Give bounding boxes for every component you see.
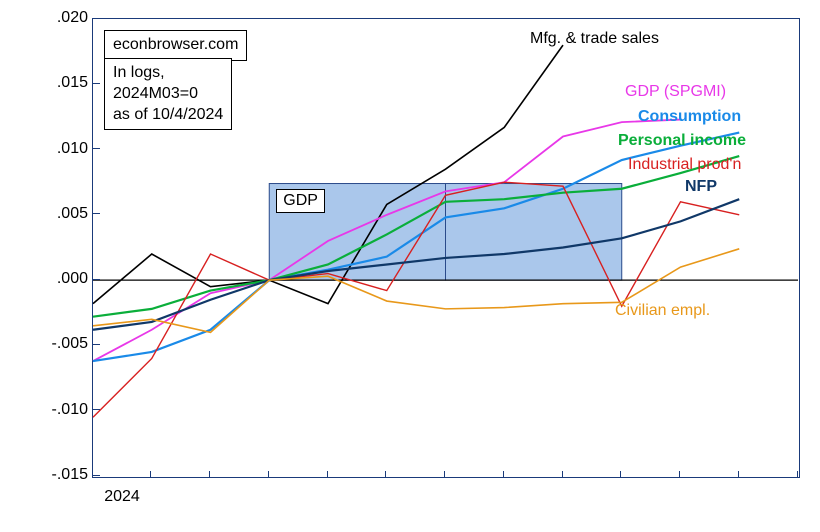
label-industrial: Industrial prod'n	[628, 156, 741, 174]
y-tick-label: -.015	[52, 466, 88, 484]
label-personal_income: Personal income	[618, 132, 746, 150]
y-tick-label: .020	[57, 9, 88, 27]
y-tick-label: .015	[57, 74, 88, 92]
y-tick-label: -.005	[52, 335, 88, 353]
note-box: In logs, 2024M03=0 as of 10/4/2024	[104, 58, 232, 130]
y-tick-label: .005	[57, 205, 88, 223]
gdp-label: GDP	[276, 189, 325, 213]
chart-container: -.015 -.010 -.005 .000 .005 .010 .015 .020 2024…	[0, 0, 820, 532]
note-line1: In logs,	[113, 63, 223, 84]
source-text: econbrowser.com	[113, 36, 238, 53]
label-mfg_trade: Mfg. & trade sales	[530, 30, 659, 48]
label-consumption: Consumption	[638, 108, 741, 126]
y-tick-label: .000	[57, 270, 88, 288]
label-nfp: NFP	[685, 178, 717, 196]
label-gdp_spgmi: GDP (SPGMI)	[625, 83, 726, 101]
x-tick-label: 2024	[104, 488, 140, 506]
y-tick-label: .010	[57, 140, 88, 158]
y-tick-label: -.010	[52, 401, 88, 419]
label-civilian: Civilian empl.	[615, 302, 710, 320]
note-line2: 2024M03=0	[113, 84, 223, 105]
source-box: econbrowser.com	[104, 30, 247, 61]
note-line3: as of 10/4/2024	[113, 105, 223, 126]
